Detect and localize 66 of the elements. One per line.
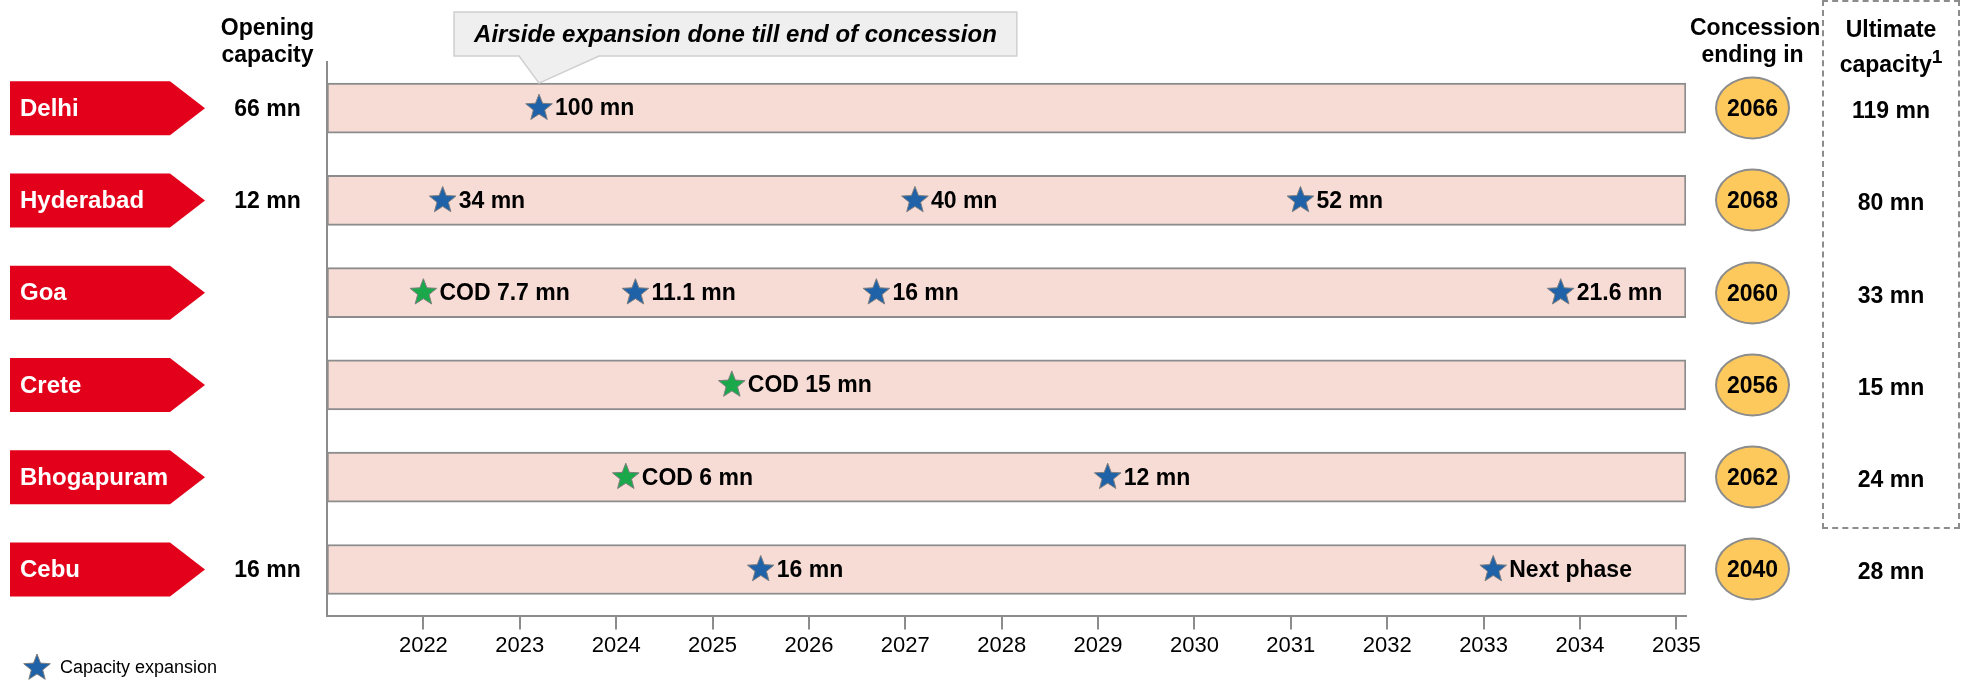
point <box>746 554 775 582</box>
text: 2060 <box>1726 279 1779 306</box>
text: Opening capacity <box>219 14 316 68</box>
x-tick-label: 2033 <box>1459 631 1509 657</box>
text: 2062 <box>1726 463 1779 490</box>
point <box>525 93 553 120</box>
text: Concession ending in <box>1690 14 1821 68</box>
annotation: COD 15 mn <box>747 371 872 398</box>
text: 66 mn <box>234 94 301 121</box>
x-tick-label: 2028 <box>977 631 1027 657</box>
x-tick-label: 2022 <box>398 631 448 657</box>
text: 33 mn <box>1857 281 1925 308</box>
point <box>611 462 640 490</box>
annotation: Next phase <box>1509 555 1632 582</box>
x-tick-label: 2024 <box>591 631 641 657</box>
point <box>717 370 746 397</box>
y-tick-label: Delhi <box>20 93 79 121</box>
annotation: COD 6 mn <box>641 463 753 490</box>
x-tick-label: 2031 <box>1266 631 1316 657</box>
text: 12 mn <box>234 186 301 213</box>
y-tick-label: Hyderabad <box>20 186 145 214</box>
text: 2068 <box>1726 186 1779 213</box>
annotation: 40 mn <box>930 186 998 213</box>
x-tick-label: 2027 <box>880 631 930 657</box>
x-tick-label: 2030 <box>1169 631 1219 657</box>
y-tick-label: Goa <box>20 278 68 306</box>
x-tick-label: 2025 <box>688 631 738 657</box>
text: 2040 <box>1726 555 1779 582</box>
point <box>862 278 891 305</box>
text: Airside expansion done till end of concession <box>473 19 997 47</box>
text: 16 mn <box>234 555 301 582</box>
x-tick-label: 2035 <box>1651 631 1701 657</box>
point <box>409 278 438 305</box>
text: 119 mn <box>1852 96 1930 123</box>
legend-label: Capacity expansion <box>60 656 218 678</box>
point <box>428 185 457 213</box>
annotation: 21.6 mn <box>1576 279 1663 306</box>
x-tick-label: 2026 <box>784 631 834 657</box>
point <box>1546 278 1575 305</box>
annotation: 12 mn <box>1123 463 1191 490</box>
point <box>621 278 650 305</box>
text: 28 mn <box>1857 557 1925 584</box>
x-tick-label: 2032 <box>1362 631 1412 657</box>
x-tick-label: 2023 <box>495 631 545 657</box>
annotation: 16 mn <box>892 279 959 306</box>
text: 80 mn <box>1857 188 1925 215</box>
point <box>1286 185 1315 213</box>
text: 2056 <box>1726 371 1779 398</box>
text: 15 mn <box>1857 373 1925 400</box>
x-tick-label: 2034 <box>1555 631 1605 657</box>
text: Ultimate capacity$^{1}$ <box>1838 16 1944 78</box>
point <box>901 185 929 213</box>
annotation: 52 mn <box>1316 186 1383 213</box>
annotation: 11.1 mn <box>651 279 736 306</box>
point <box>1479 554 1508 582</box>
text: 24 mn <box>1857 465 1925 492</box>
y-tick-label: Crete <box>20 370 82 398</box>
text: 2066 <box>1726 94 1779 121</box>
point <box>1093 462 1122 490</box>
annotation: 34 mn <box>458 186 526 213</box>
y-tick-label: Bhogapuram <box>20 462 169 490</box>
x-tick-label: 2029 <box>1073 631 1123 657</box>
y-tick-label: Cebu <box>20 555 80 583</box>
annotation: COD 7.7 mn <box>439 279 570 306</box>
annotation: 16 mn <box>776 555 844 582</box>
annotation: 100 mn <box>555 94 635 121</box>
